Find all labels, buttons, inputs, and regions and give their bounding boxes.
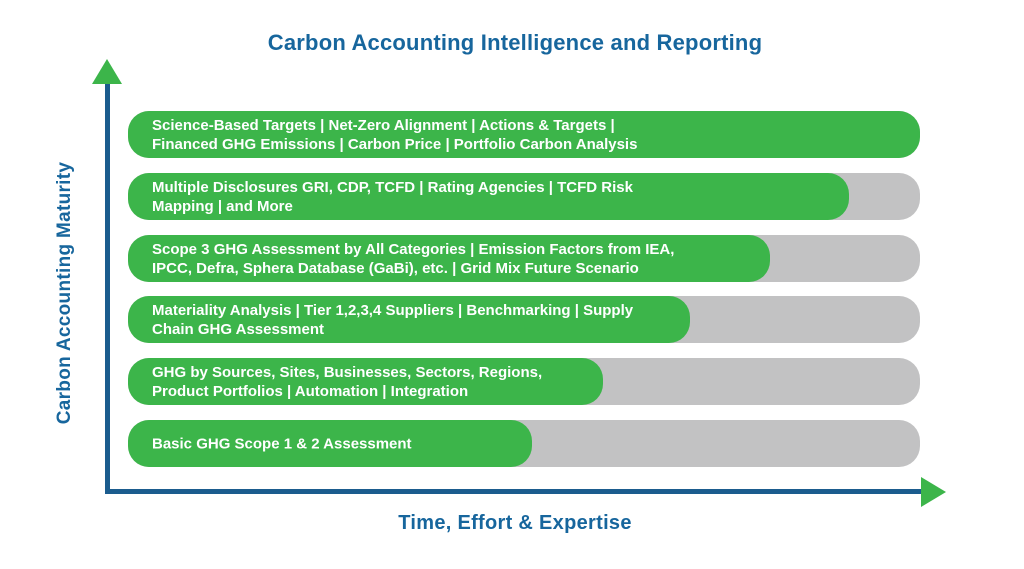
bar-fill <box>128 235 770 282</box>
bar-fill <box>128 420 532 467</box>
bar-label: Multiple Disclosures GRI, CDP, TCFD | Ra… <box>152 178 633 215</box>
bar-label: Materiality Analysis | Tier 1,2,3,4 Supp… <box>152 301 634 338</box>
chart-title: Carbon Accounting Intelligence and Repor… <box>267 30 763 55</box>
bar-fill <box>128 296 691 343</box>
bar-fill <box>128 111 920 158</box>
bar-label: GHG by Sources, Sites, Businesses, Secto… <box>152 363 543 400</box>
bar-label: Scope 3 GHG Assessment by All Categories… <box>152 240 675 277</box>
bar-row-multiple-disclosures: Multiple Disclosures GRI, CDP, TCFD | Ra… <box>128 173 920 220</box>
y-axis-arrow-icon <box>92 59 122 84</box>
x-axis-line <box>105 489 923 494</box>
bar-label: Basic GHG Scope 1 & 2 Assessment <box>152 435 412 452</box>
bar-row-scope-3-assessment: Scope 3 GHG Assessment by All Categories… <box>128 235 920 282</box>
bar-row-materiality-analysis: Materiality Analysis | Tier 1,2,3,4 Supp… <box>128 296 920 343</box>
bar-fill <box>128 358 604 405</box>
bar-row-science-based-targets: Science-Based Targets | Net-Zero Alignme… <box>128 111 920 158</box>
bar-row-ghg-by-sources: GHG by Sources, Sites, Businesses, Secto… <box>128 358 920 405</box>
y-axis-line <box>105 84 110 494</box>
bar-fill <box>128 173 849 220</box>
x-axis-arrow-icon <box>921 477 946 507</box>
bar-row-basic-ghg-scope-1-2: Basic GHG Scope 1 & 2 Assessment <box>128 420 920 467</box>
x-axis-label: Time, Effort & Expertise <box>398 512 632 534</box>
bar-label: Science-Based Targets | Net-Zero Alignme… <box>152 116 638 153</box>
y-axis-label: Carbon Accounting Maturity <box>54 161 75 425</box>
